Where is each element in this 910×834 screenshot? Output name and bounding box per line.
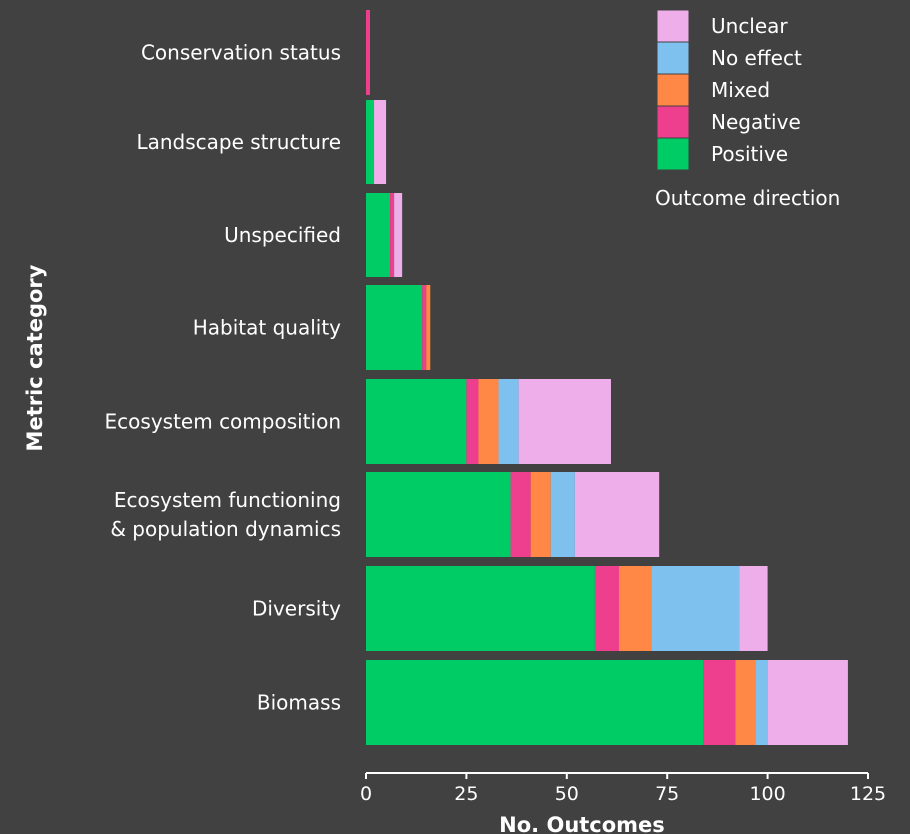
category-label-line: & population dynamics [110, 517, 341, 541]
bar-segment [498, 379, 519, 464]
bar-segment [518, 379, 611, 464]
x-tick-label: 75 [655, 783, 679, 805]
legend-key [656, 9, 690, 43]
bar-segment [651, 566, 740, 651]
bar-segment [426, 285, 431, 370]
legend-label: Negative [711, 110, 801, 134]
x-axis-title: No. Outcomes [499, 813, 665, 834]
bar-segment [574, 472, 660, 557]
x-tick-label: 100 [749, 783, 785, 805]
bar-segment [619, 566, 652, 651]
legend-title: Outcome direction [655, 186, 840, 210]
bar-segment [394, 193, 403, 277]
x-tick-label: 125 [850, 783, 886, 805]
bar-segment [530, 472, 551, 557]
category-label-line: Habitat quality [193, 316, 341, 340]
legend-label: No effect [711, 46, 802, 70]
category-label: Habitat quality [193, 316, 341, 340]
bar-segment [366, 472, 511, 557]
bar-segment [703, 660, 736, 745]
x-axis: 0 25 50 75 100 125 [360, 772, 886, 805]
bar-segment [390, 193, 395, 277]
category-label-line: Ecosystem functioning [114, 488, 341, 512]
bar-segment [767, 660, 848, 745]
legend-label: Positive [711, 142, 788, 166]
legend-label: Mixed [711, 78, 770, 102]
x-tick-label: 50 [555, 783, 579, 805]
category-label: Diversity [252, 597, 341, 621]
category-label: Conservation status [141, 41, 341, 65]
category-label-line: Biomass [257, 691, 341, 715]
category-label: Ecosystem composition [105, 410, 341, 434]
bar-segment [510, 472, 531, 557]
category-label-line: Landscape structure [136, 130, 341, 154]
bar-segment [366, 379, 467, 464]
category-label: Ecosystem functioning & population dynami… [110, 488, 341, 541]
category-label: Landscape structure [136, 130, 341, 154]
category-labels: Conservation status Landscape structure Un… [105, 41, 342, 715]
bar-segment [735, 660, 756, 745]
legend: Unclear No effect Mixed Negative Positive [656, 9, 802, 171]
bar-segment [366, 100, 375, 184]
bar-segment [374, 100, 387, 184]
category-label-line: Diversity [252, 597, 341, 621]
bar-segment [366, 660, 704, 745]
category-label: Biomass [257, 691, 341, 715]
y-axis-title: Metric category [23, 264, 47, 451]
bar-segment [466, 379, 479, 464]
bar-segment [594, 566, 620, 651]
legend-key [656, 137, 690, 171]
bar-segment [366, 193, 391, 277]
legend-key [656, 105, 690, 139]
legend-key [656, 73, 690, 107]
x-tick-label: 0 [360, 783, 372, 805]
category-label: Unspecified [224, 223, 341, 247]
bar-segment [478, 379, 499, 464]
category-label-line: Ecosystem composition [105, 410, 341, 434]
x-tick-label: 25 [454, 783, 478, 805]
bar-segment [366, 10, 371, 95]
bar-segment [755, 660, 768, 745]
bar-segment [550, 472, 575, 557]
bar-segment [739, 566, 768, 651]
bar-segment [366, 566, 595, 651]
legend-key [656, 41, 690, 75]
legend-label: Unclear [711, 14, 788, 38]
bars-layer [366, 10, 848, 745]
bar-segment [366, 285, 423, 370]
category-label-line: Unspecified [224, 223, 341, 247]
category-label-line: Conservation status [141, 41, 341, 65]
bar-segment [422, 285, 427, 370]
